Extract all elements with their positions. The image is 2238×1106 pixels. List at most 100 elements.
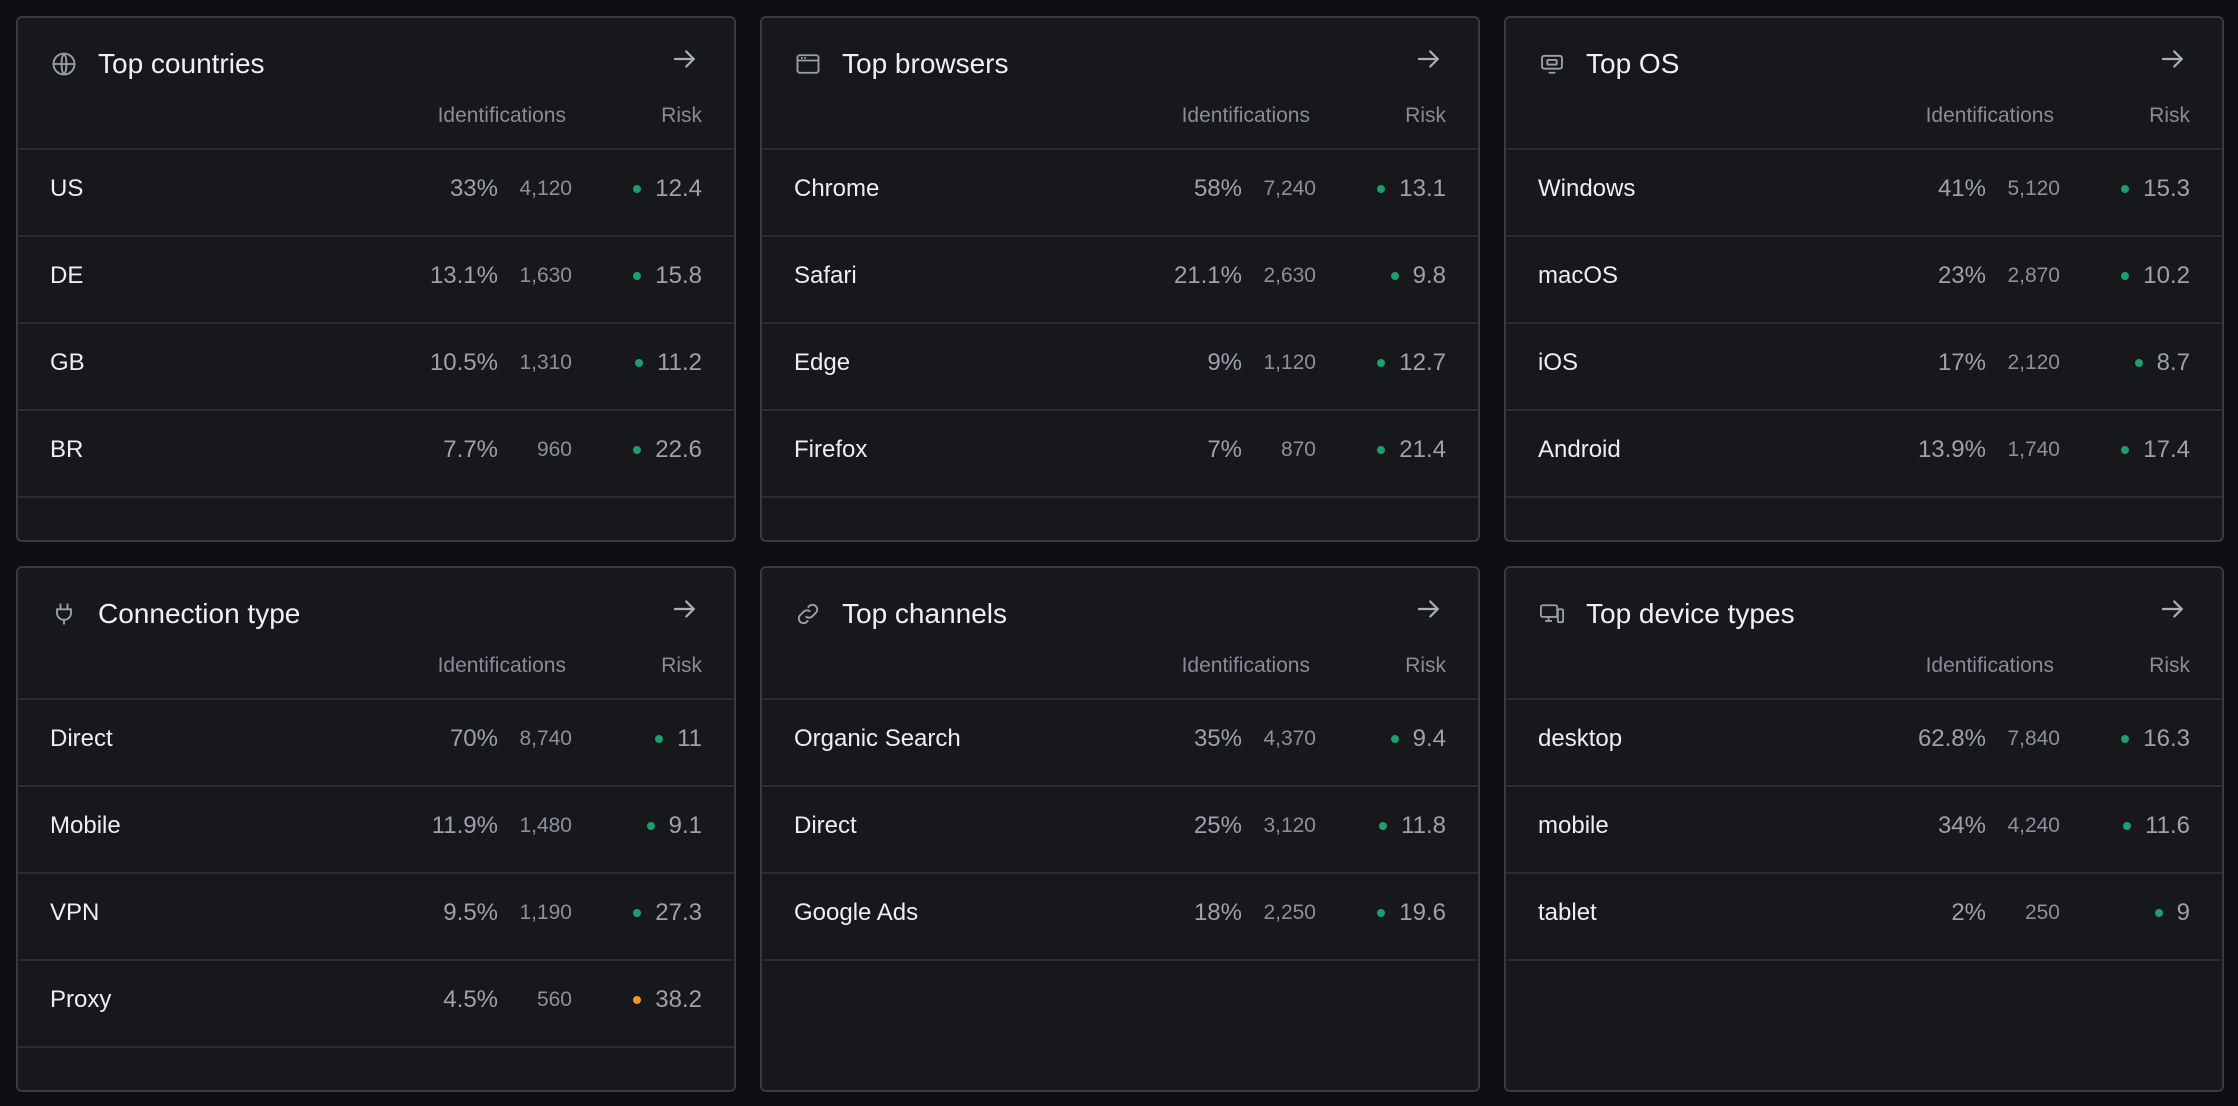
- row-percentage: 35%: [1193, 725, 1242, 752]
- risk-status-dot: [633, 996, 642, 1004]
- arrow-right-icon[interactable]: [1414, 44, 1444, 74]
- row-identifications-count: 4,240: [2007, 814, 2060, 837]
- table-row[interactable]: DE 13.1% 1,630 15.8: [18, 237, 734, 324]
- plug-icon: [50, 600, 78, 628]
- column-header-risk: Risk: [661, 104, 702, 127]
- row-risk: 11.6: [2123, 811, 2190, 841]
- card-title: Top OS: [1586, 48, 1680, 79]
- risk-score: 15.8: [655, 262, 702, 289]
- card-header: Connection type Identifications Risk: [18, 568, 734, 700]
- card-header: Top OS Identifications Risk: [1506, 18, 2222, 150]
- table-row[interactable]: VPN 9.5% 1,190 27.3: [18, 874, 734, 961]
- row-identifications-count: 2,630: [1263, 264, 1316, 287]
- table-row[interactable]: Mobile 11.9% 1,480 9.1: [18, 787, 734, 874]
- row-label: BR: [50, 436, 84, 463]
- row-percentage: 7%: [1207, 436, 1242, 463]
- risk-status-dot: [2134, 359, 2143, 367]
- row-risk: 12.4: [633, 174, 702, 204]
- risk-status-dot: [1377, 359, 1386, 367]
- row-risk: 15.8: [633, 261, 702, 291]
- risk-status-dot: [2121, 735, 2130, 743]
- table-row[interactable]: macOS 23% 2,870 10.2: [1506, 237, 2222, 324]
- row-risk: 12.7: [1377, 348, 1446, 378]
- row-risk: 9: [2154, 898, 2190, 928]
- risk-status-dot: [1377, 185, 1386, 193]
- risk-status-dot: [633, 446, 642, 454]
- arrow-right-icon[interactable]: [670, 44, 700, 74]
- table-row[interactable]: desktop 62.8% 7,840 16.3: [1506, 700, 2222, 787]
- table-row[interactable]: BR 7.7% 960 22.6: [18, 411, 734, 498]
- row-label: Organic Search: [794, 725, 961, 752]
- row-identifications-count: 2,120: [2007, 351, 2060, 374]
- table-row[interactable]: Safari 21.1% 2,630 9.8: [762, 237, 1478, 324]
- table-row[interactable]: Proxy 4.5% 560 38.2: [18, 961, 734, 1048]
- table-row[interactable]: iOS 17% 2,120 8.7: [1506, 324, 2222, 411]
- card-header: Top countries Identifications Risk: [18, 18, 734, 150]
- table-row[interactable]: Firefox 7% 870 21.4: [762, 411, 1478, 498]
- risk-score: 9: [2176, 899, 2190, 926]
- card-top-browsers: Top browsers Identifications Risk Chrome 58%…: [760, 16, 1480, 542]
- table-row[interactable]: Direct 25% 3,120 11.8: [762, 787, 1478, 874]
- card-title: Top channels: [842, 598, 1008, 629]
- column-header-risk: Risk: [1405, 104, 1446, 127]
- row-label: iOS: [1538, 349, 1579, 376]
- row-percentage: 2%: [1951, 899, 1986, 926]
- row-label: GB: [50, 349, 85, 376]
- table-row[interactable]: mobile 34% 4,240 11.6: [1506, 787, 2222, 874]
- row-label: desktop: [1538, 725, 1623, 752]
- row-label: tablet: [1538, 899, 1597, 926]
- row-identifications-count: 1,630: [519, 264, 572, 287]
- globe-icon: [50, 50, 78, 78]
- table-row[interactable]: GB 10.5% 1,310 11.2: [18, 324, 734, 411]
- table-row[interactable]: Google Ads 18% 2,250 19.6: [762, 874, 1478, 961]
- arrow-right-icon[interactable]: [1414, 594, 1444, 624]
- row-percentage: 13.9%: [1917, 436, 1986, 463]
- risk-status-dot: [1379, 822, 1388, 830]
- risk-status-dot: [1377, 909, 1386, 917]
- table-row[interactable]: Direct 70% 8,740 11: [18, 700, 734, 787]
- row-risk: 22.6: [633, 435, 702, 465]
- risk-score: 12.7: [1399, 349, 1446, 376]
- arrow-right-icon[interactable]: [2158, 594, 2188, 624]
- row-percentage: 23%: [1937, 262, 1986, 289]
- table-row[interactable]: Windows 41% 5,120 15.3: [1506, 150, 2222, 237]
- row-identifications-count: 7,840: [2007, 727, 2060, 750]
- risk-status-dot: [1390, 735, 1399, 743]
- row-risk: 8.7: [2134, 348, 2190, 378]
- card-title: Connection type: [98, 598, 301, 629]
- row-label: Android: [1538, 436, 1621, 463]
- risk-score: 17.4: [2143, 436, 2190, 463]
- table-row[interactable]: Chrome 58% 7,240 13.1: [762, 150, 1478, 237]
- row-identifications-count: 2,870: [2007, 264, 2060, 287]
- row-percentage: 34%: [1937, 812, 1986, 839]
- risk-score: 13.1: [1399, 175, 1446, 202]
- row-percentage: 70%: [449, 725, 498, 752]
- row-identifications-count: 1,190: [519, 901, 572, 924]
- table-row[interactable]: US 33% 4,120 12.4: [18, 150, 734, 237]
- column-header-risk: Risk: [2149, 654, 2190, 677]
- row-risk: 11.2: [635, 348, 702, 378]
- arrow-right-icon[interactable]: [670, 594, 700, 624]
- row-percentage: 17%: [1937, 349, 1986, 376]
- row-identifications-count: 3,120: [1263, 814, 1316, 837]
- row-percentage: 4.5%: [443, 986, 498, 1013]
- row-identifications-count: 1,310: [519, 351, 572, 374]
- table-row[interactable]: tablet 2% 250 9: [1506, 874, 2222, 961]
- card-title: Top countries: [98, 48, 265, 79]
- card-top-os: Top OS Identifications Risk Windows 41% 5,120…: [1504, 16, 2224, 542]
- column-header-risk: Risk: [2149, 104, 2190, 127]
- monitor-icon: [1538, 50, 1566, 78]
- risk-score: 9.1: [668, 812, 702, 839]
- row-label: Edge: [794, 349, 851, 376]
- table-row[interactable]: Android 13.9% 1,740 17.4: [1506, 411, 2222, 498]
- table-row[interactable]: Organic Search 35% 4,370 9.4: [762, 700, 1478, 787]
- risk-status-dot: [2154, 909, 2163, 917]
- row-risk: 9.4: [1390, 724, 1446, 754]
- row-identifications-count: 960: [536, 438, 572, 461]
- row-label: Google Ads: [794, 899, 919, 926]
- table-row[interactable]: Edge 9% 1,120 12.7: [762, 324, 1478, 411]
- arrow-right-icon[interactable]: [2158, 44, 2188, 74]
- risk-status-dot: [2121, 272, 2130, 280]
- column-header-identifications: Identifications: [1925, 654, 2054, 677]
- risk-score: 21.4: [1399, 436, 1446, 463]
